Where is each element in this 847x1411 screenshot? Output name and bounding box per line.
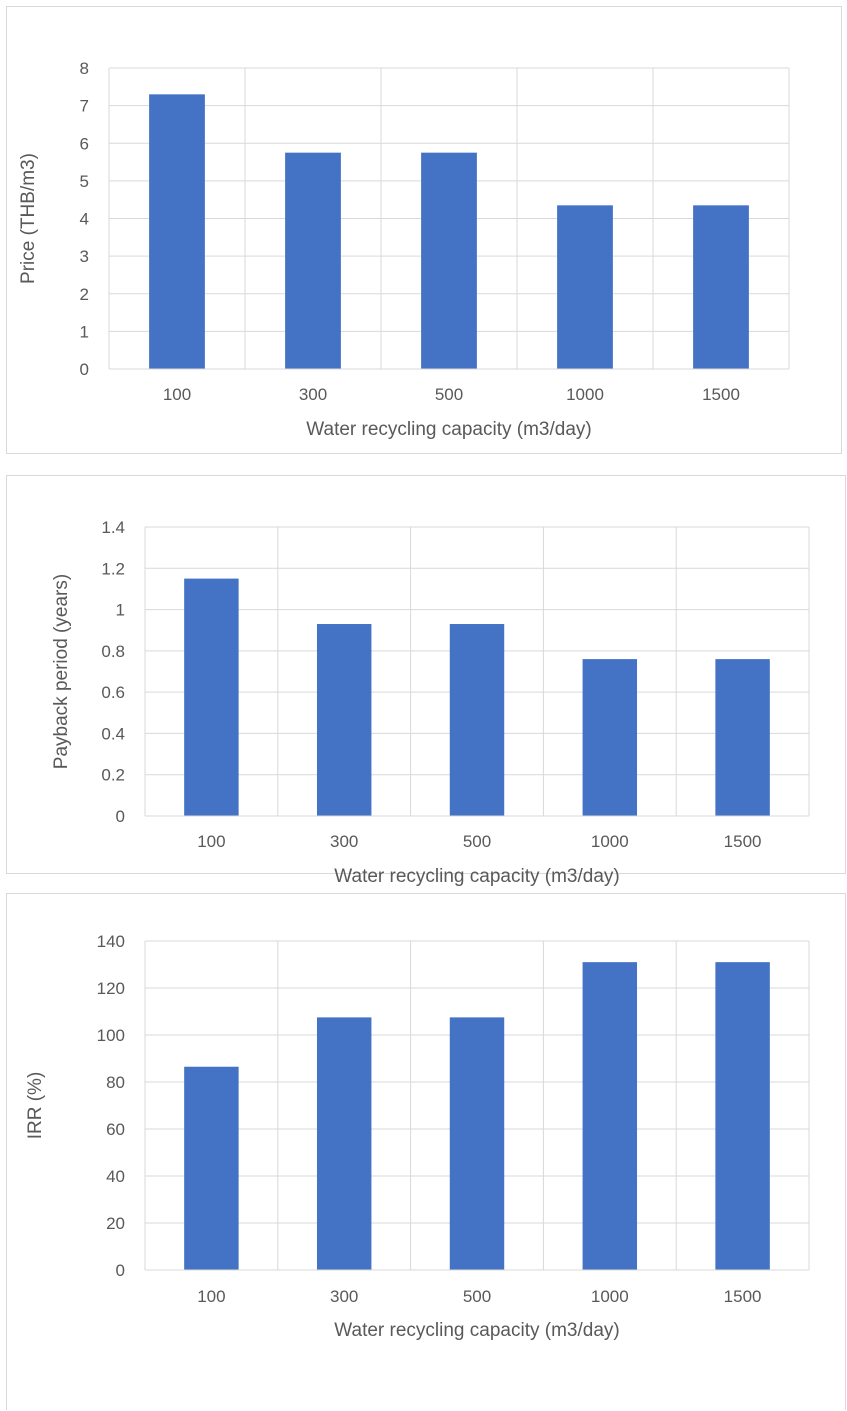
y-tick-label: 8 [80, 59, 89, 78]
y-tick-label: 1.2 [101, 559, 125, 578]
y-tick-label: 1 [80, 322, 89, 341]
payback-chart-panel: 0 0.2 0.4 0.6 0.8 1 1.2 1.4 100 300 500 1000 1500 Wat… [6, 475, 846, 887]
payback-chart: 0 0.2 0.4 0.6 0.8 1 1.2 1.4 100 300 500 1000 1500 Wat… [51, 518, 810, 887]
y-tick-label: 100 [97, 1026, 125, 1045]
y-tick-label: 40 [106, 1167, 125, 1186]
x-tick-label: 100 [197, 832, 225, 851]
irr-chart: 0 20 40 60 80 100 120 140 100 300 500 1000 1500 Water… [25, 932, 810, 1341]
y-tick-label: 1 [116, 601, 125, 620]
y-tick-label: 5 [80, 172, 89, 191]
y-tick-label: 0 [80, 360, 89, 379]
price-chart-panel: 0 1 2 3 4 5 6 7 8 100 300 500 1000 1500 Water recyclin… [6, 6, 842, 454]
y-tick-label: 20 [106, 1214, 125, 1233]
x-axis-title: Water recycling capacity (m3/day) [334, 1320, 619, 1341]
y-tick-label: 1.4 [101, 518, 125, 537]
bar-300 [285, 152, 341, 369]
x-tick-label: 300 [330, 1287, 358, 1306]
bar-100 [184, 1066, 239, 1270]
y-tick-label: 0.6 [101, 683, 125, 702]
x-axis-title: Water recycling capacity (m3/day) [334, 866, 619, 887]
y-tick-label: 0.4 [101, 724, 125, 743]
y-tick-label: 60 [106, 1120, 125, 1139]
bar-500 [449, 624, 505, 816]
bar-1000 [557, 205, 613, 369]
y-tick-label: 80 [106, 1073, 125, 1092]
x-tick-label: 1000 [591, 1287, 629, 1306]
bar-1500 [715, 659, 770, 816]
x-tick-label: 1000 [591, 832, 629, 851]
x-tick-label: 300 [330, 832, 358, 851]
y-tick-label: 140 [97, 932, 125, 951]
y-tick-label: 0.8 [101, 642, 125, 661]
x-tick-label: 500 [463, 832, 491, 851]
x-axis-title: Water recycling capacity (m3/day) [306, 419, 591, 440]
x-tick-label: 1500 [724, 832, 762, 851]
y-tick-label: 2 [80, 285, 89, 304]
x-tick-label: 1000 [566, 385, 604, 404]
x-tick-label: 1500 [724, 1287, 762, 1306]
x-tick-label: 300 [299, 385, 327, 404]
y-tick-label: 0 [116, 1261, 125, 1280]
bar-100 [149, 94, 205, 370]
x-tick-label: 1500 [702, 385, 740, 404]
y-tick-label: 7 [80, 97, 89, 116]
bar-1000 [582, 962, 638, 1270]
y-tick-label: 4 [80, 210, 89, 229]
y-tick-label: 3 [80, 247, 89, 266]
y-tick-label: 6 [80, 134, 89, 153]
bar-100 [184, 578, 239, 816]
x-tick-label: 100 [163, 385, 191, 404]
bar-1500 [715, 962, 770, 1270]
bar-300 [316, 624, 372, 816]
bar-300 [316, 1017, 372, 1270]
bar-1500 [693, 205, 749, 369]
bar-500 [421, 152, 477, 369]
y-axis-title: IRR (%) [25, 1072, 46, 1140]
bar-1000 [582, 659, 638, 816]
x-tick-label: 100 [197, 1287, 225, 1306]
x-tick-label: 500 [435, 385, 463, 404]
irr-chart-panel: 0 20 40 60 80 100 120 140 100 300 500 1000 1500 Water… [6, 893, 846, 1410]
x-tick-label: 500 [463, 1287, 491, 1306]
y-tick-label: 0.2 [101, 766, 125, 785]
y-tick-label: 120 [97, 979, 125, 998]
y-tick-label: 0 [116, 807, 125, 826]
bar-500 [449, 1017, 505, 1270]
y-axis-title: Payback period (years) [51, 574, 72, 769]
y-axis-title: Price (THB/m3) [18, 153, 39, 284]
price-chart: 0 1 2 3 4 5 6 7 8 100 300 500 1000 1500 Water recyclin… [18, 59, 790, 440]
